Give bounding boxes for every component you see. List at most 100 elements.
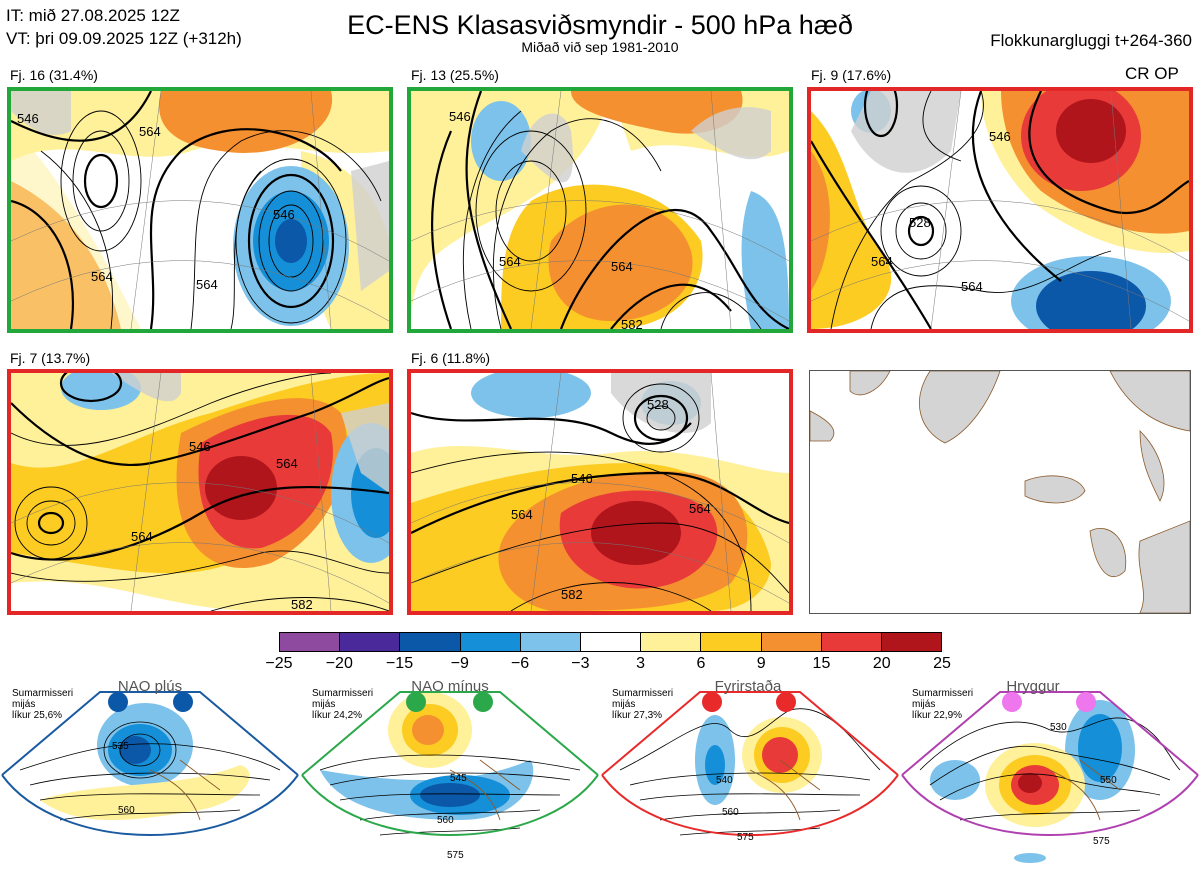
colorbar-segment <box>520 633 581 651</box>
contour-label: 560 <box>722 807 739 818</box>
regime-name: Hryggur <box>1006 678 1060 695</box>
regime-dot <box>173 692 193 712</box>
regime-freq-word: mijás <box>912 699 936 710</box>
contour-label: 564 <box>131 529 153 544</box>
regime-dot <box>1076 692 1096 712</box>
colorbar-segment <box>641 633 702 651</box>
regime-name: Fyrirstaða <box>714 678 782 695</box>
contour-label: 575 <box>737 832 754 843</box>
regime-nao-minus: 545 560 575 NAO mínus Sumarmisseri mijás… <box>300 670 600 871</box>
contour-label: 564 <box>611 259 633 274</box>
colorbar-segment <box>881 633 942 651</box>
contour-label: 564 <box>689 501 711 516</box>
cluster-map-4: 546 564 564 582 <box>7 369 393 615</box>
initial-time: IT: mið 27.08.2025 12Z <box>6 6 180 25</box>
regime-nao-plus: 535 560 NAO plús Sumarmisseri mijás líku… <box>0 670 300 871</box>
regime-blocking: 540 560 575 Fyrirstaða Sumarmisseri mijá… <box>600 670 900 871</box>
panel-label-2: Fj. 13 (25.5%) <box>411 67 499 83</box>
cluster-map-5: 528 546 564 564 582 <box>407 369 793 615</box>
contour-label: 564 <box>499 254 521 269</box>
contour-label: 582 <box>561 587 583 602</box>
regime-dot <box>776 692 796 712</box>
regime-freq-word: mijás <box>612 699 636 710</box>
colorbar-segment <box>701 633 762 651</box>
colorbar-tick-label: 3 <box>636 655 646 672</box>
cluster-map-3: 528 546 564 564 <box>807 87 1193 333</box>
regime-probability: líkur 22,9% <box>912 710 963 721</box>
colorbar-tick-label: −3 <box>571 655 590 672</box>
colorbar-tick-label: −6 <box>510 655 530 672</box>
contour-label: 564 <box>139 124 161 139</box>
contour-label: 564 <box>871 254 893 269</box>
cluster-map-1: 546 564 564 564 546 <box>7 87 393 333</box>
colorbar-tick-label: 25 <box>933 655 951 672</box>
panel-label-5: Fj. 6 (11.8%) <box>411 350 491 366</box>
colorbar-tick-label: −20 <box>325 655 353 672</box>
contour-label: 575 <box>447 850 464 861</box>
regime-ridge: 530 550 575 Hryggur Sumarmisseri mijás l… <box>900 670 1200 871</box>
contour-label: 546 <box>449 109 471 124</box>
contour-label: 546 <box>571 471 593 486</box>
regime-season: Sumarmisseri <box>312 688 374 699</box>
contour-label: 564 <box>196 277 218 292</box>
regime-season: Sumarmisseri <box>12 688 74 699</box>
colorbar-segment <box>580 633 642 651</box>
contour-label: 546 <box>189 439 211 454</box>
regime-dot <box>1002 692 1022 712</box>
regime-probability: líkur 25,6% <box>12 710 63 721</box>
contour-label: 560 <box>118 805 135 816</box>
panel-label-4: Fj. 7 (13.7%) <box>10 350 91 366</box>
regime-name: NAO plús <box>117 678 183 695</box>
regime-dot <box>406 692 426 712</box>
contour-label: 564 <box>511 507 533 522</box>
colorbar-tick-label: 9 <box>756 655 766 672</box>
regime-info: Sumarmisseri mijás líkur 24,2% <box>312 688 373 721</box>
contour-label: 546 <box>273 207 295 222</box>
regime-freq-word: mijás <box>312 699 336 710</box>
colorbar-segment <box>280 633 341 651</box>
contour-label: 560 <box>437 815 454 826</box>
colorbar-tick-label: −25 <box>265 655 293 672</box>
panel-label-1: Fj. 16 (31.4%) <box>10 67 98 83</box>
contour-label: 530 <box>1050 722 1067 733</box>
regime-dot <box>702 692 722 712</box>
regime-info: Sumarmisseri mijás líkur 27,3% <box>612 688 673 721</box>
colorbar-tick-label: 20 <box>872 655 891 672</box>
valid-time: VT: þri 09.09.2025 12Z (+312h) <box>6 29 242 48</box>
colorbar-tick-label: −15 <box>385 655 414 672</box>
contour-label: 546 <box>17 111 39 126</box>
colorbar-segment <box>761 633 822 651</box>
cluster-map-2: 546 564 564 582 <box>407 87 793 333</box>
contour-label: 528 <box>909 215 931 230</box>
contour-label: 540 <box>716 775 733 786</box>
contour-label: 582 <box>291 597 313 611</box>
contour-label: 535 <box>112 741 129 752</box>
colorbar-segment <box>400 633 461 651</box>
contour-label: 546 <box>989 129 1011 144</box>
regime-info: Sumarmisseri mijás líkur 25,6% <box>12 688 73 721</box>
regime-dot <box>473 692 493 712</box>
contour-label: 564 <box>276 456 298 471</box>
regime-probability: líkur 24,2% <box>312 710 363 721</box>
base-map <box>809 370 1191 614</box>
regime-freq-word: mijás <box>12 699 36 710</box>
page-subtitle: Miðað við sep 1981-2010 <box>521 39 679 55</box>
contour-label: 564 <box>961 279 983 294</box>
colorbar-segment <box>460 633 521 651</box>
contour-label: 575 <box>1093 836 1110 847</box>
regime-info: Sumarmisseri mijás líkur 22,9% <box>912 688 973 721</box>
contour-label: 550 <box>1100 775 1117 786</box>
contour-label: 564 <box>91 269 113 284</box>
colorbar-tick-label: 6 <box>696 655 706 672</box>
contour-label: 528 <box>647 397 669 412</box>
regime-season: Sumarmisseri <box>912 688 974 699</box>
colorbar-segment <box>340 633 401 651</box>
colorbar-tick-label: −9 <box>450 655 469 672</box>
contour-label: 582 <box>621 317 643 329</box>
panel-label-3: Fj. 9 (17.6%) <box>811 67 892 83</box>
classification-window: Flokkunargluggi t+264-360 <box>990 31 1192 50</box>
contour-label: 545 <box>450 773 467 784</box>
page-title: EC-ENS Klasasviðsmyndir - 500 hPa hæð <box>347 10 853 40</box>
colorbar-segment <box>821 633 882 651</box>
regime-probability: líkur 27,3% <box>612 710 663 721</box>
